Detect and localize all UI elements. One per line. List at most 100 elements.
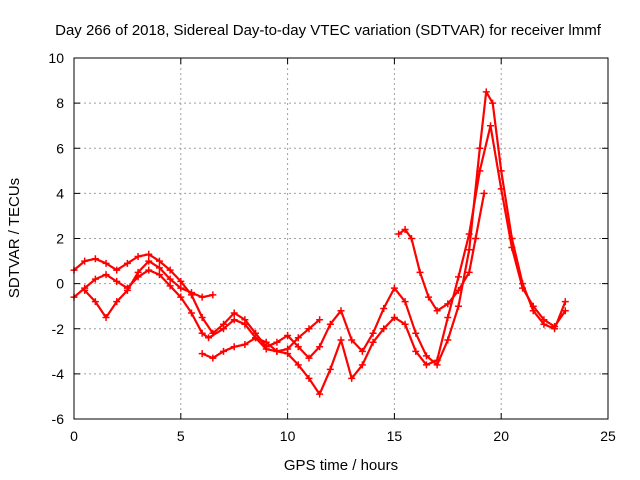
series-track-b [70, 122, 569, 398]
data-point-marker [102, 259, 110, 267]
data-point-marker [166, 266, 174, 274]
data-point-marker [401, 225, 409, 233]
data-point-marker [198, 313, 206, 321]
data-point-marker [123, 259, 131, 267]
data-point-marker [454, 273, 462, 281]
data-point-marker [305, 374, 313, 382]
chart-title: Day 266 of 2018, Sidereal Day-to-day VTE… [55, 22, 602, 39]
data-point-marker [230, 309, 238, 317]
data-point-marker [145, 257, 153, 265]
data-point-marker [369, 329, 377, 337]
data-point-marker [316, 316, 324, 324]
series-track-d [198, 316, 324, 362]
data-point-marker [273, 347, 281, 355]
data-point-marker [113, 277, 121, 285]
grid [74, 58, 608, 419]
series-track-a [70, 88, 569, 369]
data-point-marker [113, 298, 121, 306]
data-point-marker [480, 189, 488, 197]
axis-ticks: 0 5 10 15 20 25 -6 -4 -2 0 2 4 6 8 10 [48, 50, 616, 444]
data-point-marker [380, 304, 388, 312]
data-point-marker [540, 316, 548, 324]
y-tick-label: -4 [52, 366, 65, 382]
series-line [72, 90, 567, 366]
data-point-marker [416, 268, 424, 276]
data-point-marker [551, 322, 559, 330]
data-point-marker [487, 122, 495, 130]
data-point-marker [561, 298, 569, 306]
y-tick-label: 4 [56, 185, 64, 201]
data-point-marker [476, 144, 484, 152]
data-point-marker [529, 302, 537, 310]
data-point-marker [187, 289, 195, 297]
data-point-marker [422, 361, 430, 369]
y-tick-label: -2 [52, 321, 65, 337]
data-point-marker [444, 313, 452, 321]
data-point-marker [230, 343, 238, 351]
x-tick-label: 15 [387, 428, 403, 444]
data-point-marker [262, 338, 270, 346]
series-track-c [81, 257, 217, 321]
data-point-marker [561, 307, 569, 315]
data-point-marker [305, 354, 313, 362]
data-point-marker [220, 347, 228, 355]
data-point-marker [412, 329, 420, 337]
data-point-marker [465, 230, 473, 238]
data-point-marker [294, 334, 302, 342]
data-point-marker [91, 275, 99, 283]
data-point-marker [358, 361, 366, 369]
data-point-marker [465, 246, 473, 254]
data-point-marker [198, 293, 206, 301]
data-point-marker [316, 390, 324, 398]
data-point-marker [241, 341, 249, 349]
data-point-marker [123, 286, 131, 294]
data-point-marker [155, 264, 163, 272]
data-point-marker [326, 320, 334, 328]
x-tick-label: 0 [70, 428, 78, 444]
data-point-marker [390, 313, 398, 321]
data-point-marker [209, 354, 217, 362]
data-point-marker [134, 268, 142, 276]
data-point-marker [177, 293, 185, 301]
data-point-marker [508, 244, 516, 252]
data-point-marker [177, 277, 185, 285]
data-point-marker [348, 374, 356, 382]
data-point-marker [284, 345, 292, 353]
data-point-marker [294, 361, 302, 369]
data-point-marker [425, 293, 433, 301]
data-point-marker [177, 284, 185, 292]
series-line [201, 318, 321, 360]
data-point-marker [145, 250, 153, 258]
data-point-marker [230, 316, 238, 324]
data-point-marker [476, 167, 484, 175]
series-line [397, 192, 486, 312]
data-point-marker [220, 325, 228, 333]
data-point-marker [454, 302, 462, 310]
data-point-marker [401, 320, 409, 328]
x-tick-label: 5 [177, 428, 185, 444]
data-point-marker [472, 235, 480, 242]
data-point-marker [401, 298, 409, 306]
data-point-marker [497, 185, 505, 193]
data-point-marker [305, 325, 313, 333]
data-point-marker [91, 298, 99, 306]
data-point-marker [81, 257, 89, 265]
y-tick-label: 10 [48, 50, 64, 66]
data-point-marker [145, 266, 153, 274]
data-point-marker [369, 338, 377, 346]
data-point-marker [113, 266, 121, 274]
x-tick-label: 20 [493, 428, 509, 444]
data-point-marker [316, 343, 324, 351]
x-tick-label: 10 [280, 428, 296, 444]
data-point-marker [489, 99, 497, 107]
series-line [72, 124, 567, 396]
x-tick-label: 25 [600, 428, 616, 444]
data-point-marker [433, 356, 441, 364]
data-point-marker [380, 325, 388, 333]
data-point-marker [465, 268, 473, 276]
data-point-marker [412, 347, 420, 355]
data-point-marker [102, 271, 110, 279]
data-point-marker [337, 336, 345, 344]
y-tick-label: 8 [56, 95, 64, 111]
data-point-marker [444, 300, 452, 308]
